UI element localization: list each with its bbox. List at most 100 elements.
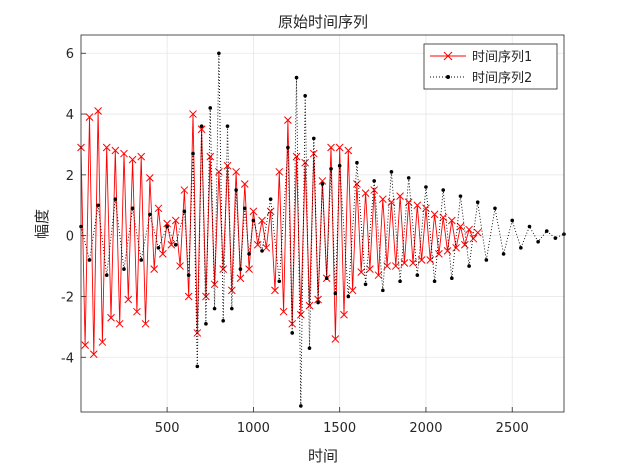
y-tick-label: 2 xyxy=(66,169,74,184)
series-1-point xyxy=(374,271,383,280)
series-2-point xyxy=(303,94,307,98)
series-1-point xyxy=(115,319,124,328)
series-2-point xyxy=(355,160,359,165)
series-1-point xyxy=(301,158,310,167)
series-1-point xyxy=(245,265,253,273)
series-1-point xyxy=(176,262,184,270)
series-2-point xyxy=(268,197,273,201)
series-2-point xyxy=(553,236,558,240)
series-1-point xyxy=(465,225,473,234)
series-2-point xyxy=(87,258,92,262)
series-1-point xyxy=(124,295,133,304)
series-1-point xyxy=(284,116,292,124)
series-1-point xyxy=(232,167,240,176)
series-1-point xyxy=(167,240,176,249)
series-1-point xyxy=(443,247,452,255)
series-1-point xyxy=(81,341,89,349)
series-2-point xyxy=(346,294,351,299)
y-tick-label: 0 xyxy=(66,230,74,245)
series-2-point xyxy=(536,239,540,244)
series-1-point xyxy=(271,286,279,295)
series-2 xyxy=(79,51,566,408)
series-1-point xyxy=(378,195,387,204)
series-1-point xyxy=(128,155,137,164)
x-axis-label: 时间 xyxy=(308,447,338,465)
series-2-point xyxy=(475,200,480,205)
series-2-point xyxy=(467,264,471,268)
series-1-point xyxy=(202,292,210,301)
series-1-point xyxy=(331,335,340,343)
legend-marker-series-2 xyxy=(446,75,450,79)
series-1-point xyxy=(335,143,344,152)
series-1-point xyxy=(154,204,163,213)
series-2-point xyxy=(320,182,325,186)
series-2-point xyxy=(242,206,247,211)
y-axis-label: 幅度 xyxy=(33,209,51,239)
series-2-point xyxy=(156,246,161,250)
series-1-point xyxy=(133,307,141,316)
series-1-point xyxy=(340,310,348,319)
series-1-point xyxy=(94,107,102,115)
series-1-point xyxy=(227,286,236,295)
series-2-point xyxy=(204,322,208,326)
series-1-point xyxy=(236,274,245,283)
series-1-point xyxy=(452,243,461,252)
series-2-point xyxy=(139,258,144,262)
series-1-point xyxy=(361,189,370,197)
series-1-point xyxy=(141,319,150,328)
series-1-point xyxy=(288,319,297,328)
series-1-point xyxy=(85,113,94,121)
legend-label-series-2: 时间序列2 xyxy=(472,71,532,86)
series-1-point xyxy=(314,295,322,304)
axes-box xyxy=(80,34,565,413)
series-1-point xyxy=(107,313,115,322)
series-2-point xyxy=(186,273,191,277)
series-2-point xyxy=(148,212,152,217)
series-1-point xyxy=(137,152,146,161)
series-1-point xyxy=(163,219,171,228)
series-2-point xyxy=(251,218,256,223)
series-2-point xyxy=(398,279,402,284)
series-1-point xyxy=(249,207,258,216)
series-1 xyxy=(77,107,482,359)
series-2-point xyxy=(337,163,342,168)
plot-area xyxy=(77,51,566,408)
series-1-point xyxy=(469,234,478,243)
series-1-point xyxy=(184,292,193,301)
series-2-point xyxy=(277,279,282,284)
series-2-point xyxy=(441,188,446,192)
series-1-point xyxy=(370,186,379,194)
series-2-point xyxy=(238,267,243,271)
series-2-point xyxy=(307,346,312,350)
series-1-point xyxy=(447,216,456,225)
series-1-point xyxy=(366,265,374,273)
series-2-point xyxy=(458,194,463,198)
axis-ticks: 500 1000 1500 2000 2500 -4 -2 0 2 4 6 xyxy=(61,47,529,436)
series-1-point xyxy=(258,216,266,225)
y-tick-label: 6 xyxy=(66,47,74,62)
x-tick-label: 1500 xyxy=(323,421,356,436)
series-2-point xyxy=(450,276,454,281)
x-tick-label: 1000 xyxy=(237,421,270,436)
series-2-point xyxy=(195,364,200,369)
series-2-point xyxy=(173,242,178,247)
legend: 时间序列1 时间序列2 xyxy=(423,43,558,90)
series-1-point xyxy=(223,161,232,170)
series-1-point xyxy=(240,180,249,188)
x-tick-label: 2000 xyxy=(409,421,442,436)
series-2-point xyxy=(104,273,109,277)
series-2-point xyxy=(234,188,238,192)
series-1-point xyxy=(430,210,439,219)
series-1-point xyxy=(193,329,202,337)
series-2-point xyxy=(96,203,100,208)
series-1-point xyxy=(413,201,422,210)
series-1-point xyxy=(426,256,435,264)
series-1-point xyxy=(409,259,417,267)
series-2-point xyxy=(217,51,221,56)
series-1-point xyxy=(275,167,284,176)
series-1-point xyxy=(296,310,305,319)
chart-title: 原始时间序列 xyxy=(278,13,368,31)
series-2-point xyxy=(527,224,532,229)
series-1-point xyxy=(456,222,465,231)
